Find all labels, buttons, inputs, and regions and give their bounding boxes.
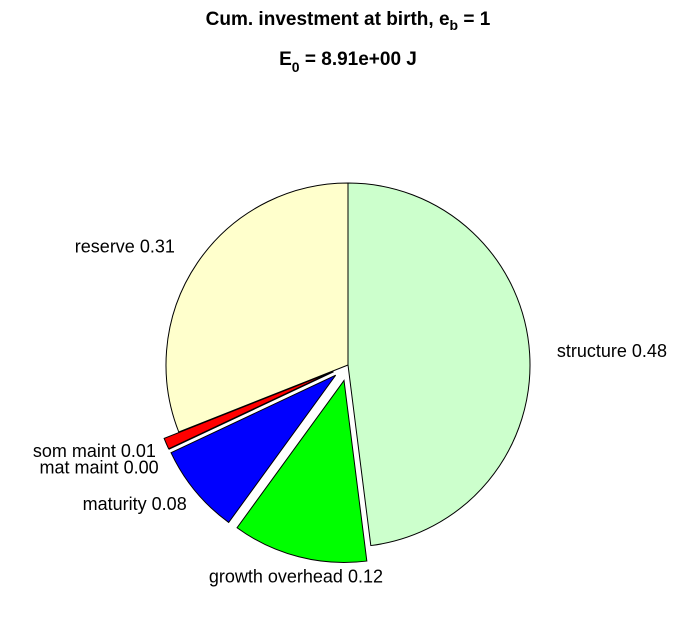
slice-name: mat maint — [40, 457, 119, 477]
chart-subtitle: E0 = 8.91e+00 J — [279, 49, 417, 75]
slice-name: growth overhead — [209, 566, 343, 586]
slice-label: structure 0.48 — [557, 341, 667, 361]
slice-value: 0.08 — [152, 494, 187, 514]
pie-slice — [165, 182, 349, 433]
slice-label: mat maint 0.00 — [40, 457, 159, 477]
pie-slice — [236, 379, 368, 563]
slice-label: reserve 0.31 — [75, 236, 175, 256]
slice-label: maturity 0.08 — [83, 494, 187, 514]
title-part: = 1 — [458, 9, 491, 30]
slice-value: 0.48 — [632, 341, 667, 361]
slice-name: som maint — [33, 441, 116, 461]
subtitle-part: = 8.91e+00 J — [300, 49, 417, 70]
pie-slice — [163, 370, 334, 450]
pie-slice — [347, 182, 531, 547]
subtitle-part: E — [279, 49, 292, 70]
slice-label: som maint 0.01 — [33, 441, 156, 461]
slice-value: 0.12 — [348, 566, 383, 586]
slice-value: 0.00 — [124, 457, 159, 477]
chart-title: Cum. investment at birth, eb = 1 — [206, 9, 491, 33]
pie-slice — [170, 374, 337, 524]
slice-value: 0.01 — [121, 441, 156, 461]
title-sub: b — [450, 17, 459, 33]
slice-name: reserve — [75, 236, 135, 256]
subtitle-sub: 0 — [292, 59, 300, 75]
slice-label: growth overhead 0.12 — [209, 566, 383, 586]
slice-name: structure — [557, 341, 627, 361]
slice-value: 0.31 — [140, 236, 175, 256]
slice-name: maturity — [83, 494, 147, 514]
title-part: Cum. investment at birth, e — [206, 9, 450, 30]
